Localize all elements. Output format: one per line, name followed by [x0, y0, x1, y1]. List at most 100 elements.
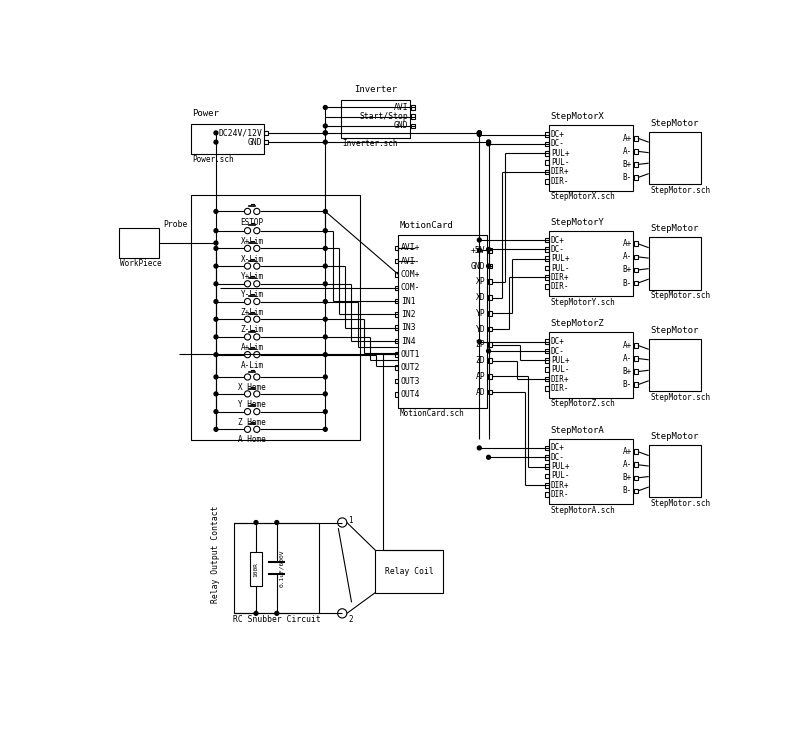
Text: StepMotorA: StepMotorA: [550, 426, 604, 435]
Circle shape: [323, 246, 327, 251]
Circle shape: [486, 248, 490, 251]
Text: OUT2: OUT2: [401, 364, 420, 373]
Circle shape: [323, 209, 327, 213]
Text: A-: A-: [622, 460, 632, 469]
Text: DC+: DC+: [551, 130, 565, 139]
Text: B+: B+: [622, 160, 632, 169]
Circle shape: [486, 264, 490, 268]
Bar: [545, 483, 549, 488]
Bar: [190, 195, 360, 440]
Bar: [634, 280, 638, 285]
Text: AVI: AVI: [394, 103, 409, 112]
Bar: [410, 114, 414, 119]
Circle shape: [323, 353, 327, 357]
Bar: [190, 124, 264, 153]
Bar: [341, 99, 410, 138]
Text: A+: A+: [622, 239, 632, 248]
Circle shape: [214, 392, 218, 396]
Circle shape: [478, 131, 482, 135]
Circle shape: [323, 140, 327, 144]
Circle shape: [214, 410, 218, 414]
Text: DC-: DC-: [551, 245, 565, 254]
Bar: [634, 175, 638, 180]
Text: PUL+: PUL+: [551, 149, 570, 158]
Text: A+: A+: [622, 134, 632, 143]
Text: StepMotorY: StepMotorY: [550, 218, 604, 227]
Text: B-: B-: [622, 486, 632, 495]
Bar: [545, 386, 549, 390]
Bar: [545, 473, 549, 478]
Circle shape: [323, 317, 327, 321]
Text: Z+Lim: Z+Lim: [241, 307, 264, 316]
Text: 100R: 100R: [254, 562, 258, 577]
Text: B-: B-: [622, 173, 632, 182]
Text: DC+: DC+: [551, 444, 565, 453]
Circle shape: [323, 282, 327, 286]
Bar: [545, 257, 549, 261]
Text: DIR-: DIR-: [551, 490, 570, 499]
Circle shape: [275, 611, 278, 616]
Text: StepMotor: StepMotor: [650, 119, 698, 128]
Bar: [488, 264, 492, 269]
Text: OUT1: OUT1: [401, 350, 420, 359]
Text: Power.sch: Power.sch: [192, 155, 234, 164]
Text: A-: A-: [622, 354, 632, 363]
Text: DIR+: DIR+: [551, 375, 570, 384]
Text: Y Home: Y Home: [238, 400, 266, 409]
Circle shape: [478, 131, 482, 135]
Text: DIR-: DIR-: [551, 282, 570, 291]
Bar: [549, 125, 634, 191]
Bar: [649, 237, 701, 289]
Text: IN1: IN1: [401, 297, 415, 306]
Bar: [410, 123, 414, 128]
Bar: [634, 162, 638, 167]
Bar: [545, 340, 549, 344]
Bar: [394, 325, 398, 330]
Bar: [545, 170, 549, 174]
Text: Y-Lim: Y-Lim: [241, 290, 264, 299]
Text: Z Home: Z Home: [238, 418, 266, 427]
Text: PUL-: PUL-: [551, 365, 570, 374]
Bar: [394, 245, 398, 250]
Text: COM+: COM+: [401, 270, 420, 279]
Circle shape: [214, 209, 218, 213]
Bar: [488, 248, 492, 253]
Bar: [545, 465, 549, 469]
Text: PUL+: PUL+: [551, 356, 570, 365]
Text: RC Snubber Circuit: RC Snubber Circuit: [233, 615, 321, 624]
Text: PUL-: PUL-: [551, 471, 570, 480]
Text: WorkPiece: WorkPiece: [121, 260, 162, 269]
Text: StepMotor: StepMotor: [650, 326, 698, 335]
Text: StepMotor: StepMotor: [650, 224, 698, 233]
Text: YD: YD: [476, 325, 486, 334]
Bar: [545, 492, 549, 497]
Text: A+: A+: [622, 341, 632, 350]
Circle shape: [214, 335, 218, 339]
Bar: [394, 259, 398, 263]
Text: StepMotor.sch: StepMotor.sch: [650, 291, 710, 300]
Bar: [394, 272, 398, 277]
Text: StepMotorX.sch: StepMotorX.sch: [550, 192, 615, 201]
Bar: [634, 136, 638, 141]
Text: 0.1uF/600V: 0.1uF/600V: [279, 549, 284, 586]
Bar: [394, 299, 398, 304]
Text: GND: GND: [394, 121, 409, 130]
Circle shape: [214, 282, 218, 286]
Text: MotionCard: MotionCard: [400, 221, 454, 230]
Bar: [488, 390, 492, 394]
Text: PUL+: PUL+: [551, 462, 570, 471]
Text: DC24V/12V: DC24V/12V: [218, 129, 262, 138]
Bar: [545, 266, 549, 270]
Bar: [545, 349, 549, 353]
Bar: [250, 552, 262, 586]
Bar: [545, 179, 549, 183]
Circle shape: [323, 131, 327, 135]
Bar: [649, 445, 701, 497]
Bar: [488, 327, 492, 331]
Text: StepMotor: StepMotor: [650, 432, 698, 441]
Circle shape: [478, 340, 482, 343]
Text: A-: A-: [622, 252, 632, 261]
Bar: [545, 141, 549, 146]
Bar: [375, 551, 443, 592]
Text: XD: XD: [476, 293, 486, 302]
